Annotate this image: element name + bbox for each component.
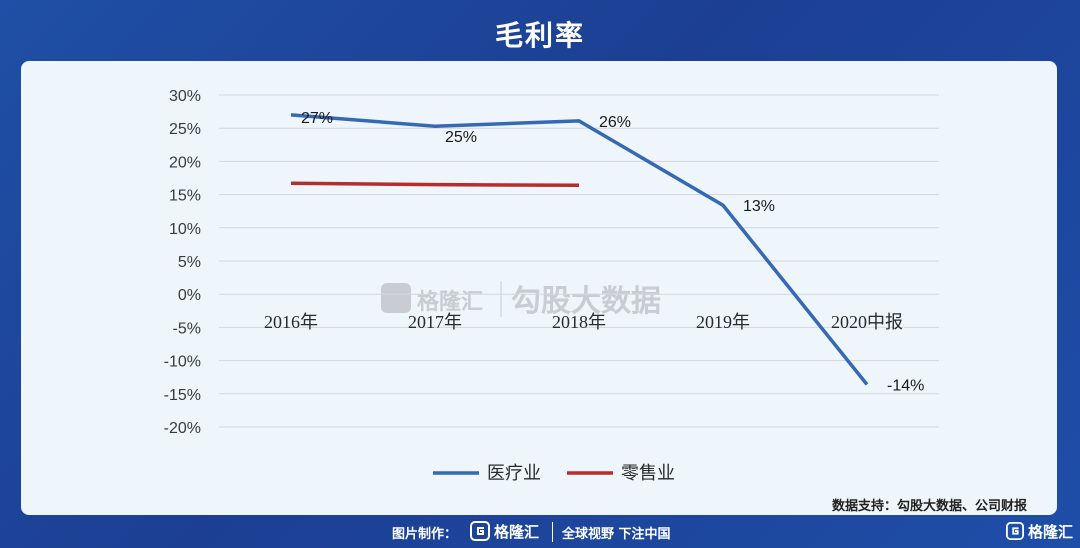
x-tick-label: 2018年 — [552, 312, 606, 332]
series-line-medical — [290, 113, 869, 386]
grid — [219, 94, 939, 428]
y-tick-label: 20% — [169, 154, 201, 171]
y-tick-label: 15% — [169, 188, 201, 205]
chart-card: 格隆汇 勾股大数据 30% 25% 20% 15% 10% 5% 0% -5% -10% -15%… — [21, 61, 1057, 515]
watermark-brand: 格隆汇 — [417, 289, 483, 315]
footer: 图片制作： 格隆汇 全球视野 下注中国 — [0, 516, 1080, 548]
footer-slogan: 全球视野 下注中国 — [562, 527, 671, 542]
y-axis: 30% 25% 20% 15% 10% 5% 0% -5% -10% -15% -20% — [164, 88, 201, 437]
series-line-retail — [290, 181, 580, 188]
x-axis: 2016年 2017年 2018年 2019年 2020中报 — [264, 312, 903, 332]
x-tick-label: 2019年 — [696, 312, 750, 332]
y-tick-label: -15% — [164, 387, 201, 404]
brand-logo-icon — [470, 521, 490, 541]
x-tick-label: 2017年 — [408, 312, 462, 332]
data-label: 26% — [599, 114, 631, 131]
watermark-text: 勾股大数据 — [511, 284, 661, 319]
page-title: 毛利率 — [494, 19, 585, 52]
corner-logo-icon — [1006, 522, 1024, 540]
footer-divider — [552, 522, 553, 542]
y-tick-label: 30% — [169, 88, 201, 105]
watermark: 格隆汇 勾股大数据 — [381, 281, 661, 319]
x-tick-label: 2020中报 — [831, 312, 903, 332]
data-label: 25% — [445, 129, 477, 146]
footer-credit-label: 图片制作： — [392, 527, 458, 542]
y-tick-label: 5% — [178, 254, 201, 271]
data-label: 27% — [301, 110, 333, 127]
corner-logo-text: 格隆汇 — [1028, 523, 1074, 541]
y-tick-label: -20% — [164, 420, 201, 437]
source-note: 数据支持：勾股大数据、公司财报 — [831, 499, 1027, 514]
footer-brand: 格隆汇 — [494, 523, 540, 541]
x-tick-label: 2016年 — [264, 312, 318, 332]
watermark-logo-icon — [381, 283, 411, 313]
legend-label: 医疗业 — [487, 463, 541, 484]
y-tick-label: 10% — [169, 221, 201, 238]
data-label: 13% — [743, 198, 775, 215]
data-label: -14% — [887, 378, 924, 395]
y-tick-label: 25% — [169, 121, 201, 138]
y-tick-label: -5% — [173, 320, 201, 337]
chart: 格隆汇 勾股大数据 30% 25% 20% 15% 10% 5% 0% -5% -10% -15%… — [164, 88, 939, 484]
legend: 医疗业 零售业 — [433, 463, 675, 484]
y-tick-label: 0% — [178, 287, 201, 304]
corner-logo: 格隆汇 — [1006, 520, 1076, 544]
y-tick-label: -10% — [164, 354, 201, 371]
data-labels: 27% 25% 26% 13% -14% — [301, 110, 924, 395]
series-lines — [290, 113, 869, 386]
legend-label: 零售业 — [621, 463, 675, 484]
